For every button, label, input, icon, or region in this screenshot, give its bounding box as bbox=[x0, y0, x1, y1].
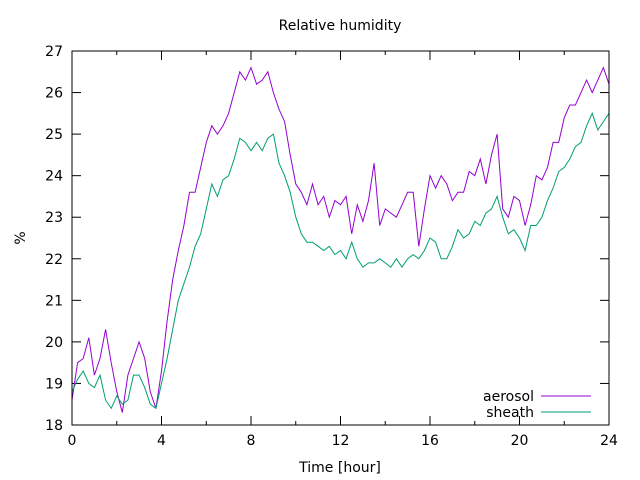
plot-border bbox=[71, 50, 610, 426]
y-tick-label: 26 bbox=[45, 86, 63, 102]
y-axis-label: % bbox=[13, 231, 29, 244]
y-tick-label: 23 bbox=[45, 210, 63, 226]
x-tick-label: 12 bbox=[332, 433, 350, 449]
x-tick-label: 8 bbox=[247, 433, 256, 449]
y-tick-label: 24 bbox=[45, 169, 63, 185]
y-tick-label: 20 bbox=[45, 335, 63, 351]
y-tick-label: 25 bbox=[45, 127, 63, 143]
y-tick-label: 19 bbox=[45, 376, 63, 392]
y-tick-label: 18 bbox=[45, 418, 63, 434]
x-tick-label: 24 bbox=[600, 433, 618, 449]
chart-title: Relative humidity bbox=[279, 18, 402, 34]
series-line-aerosol bbox=[71, 66, 610, 413]
legend-label-sheath: sheath bbox=[486, 405, 534, 421]
legend: aerosol sheath bbox=[483, 389, 591, 421]
y-tick-label: 27 bbox=[45, 44, 63, 60]
axis-ticks: 0 4 8 12 16 20 24 18 19 20 21 22 23 24 25 26 27 bbox=[45, 44, 618, 449]
series-lines bbox=[71, 66, 610, 413]
x-tick-label: 4 bbox=[157, 433, 166, 449]
legend-label-aerosol: aerosol bbox=[483, 389, 534, 405]
x-tick-label: 16 bbox=[421, 433, 439, 449]
y-tick-label: 22 bbox=[45, 252, 63, 268]
x-tick-label: 20 bbox=[511, 433, 529, 449]
x-axis-label: Time [hour] bbox=[298, 460, 381, 476]
y-tick-label: 21 bbox=[45, 293, 63, 309]
x-tick-label: 0 bbox=[68, 433, 77, 449]
series-line-sheath bbox=[71, 111, 610, 410]
